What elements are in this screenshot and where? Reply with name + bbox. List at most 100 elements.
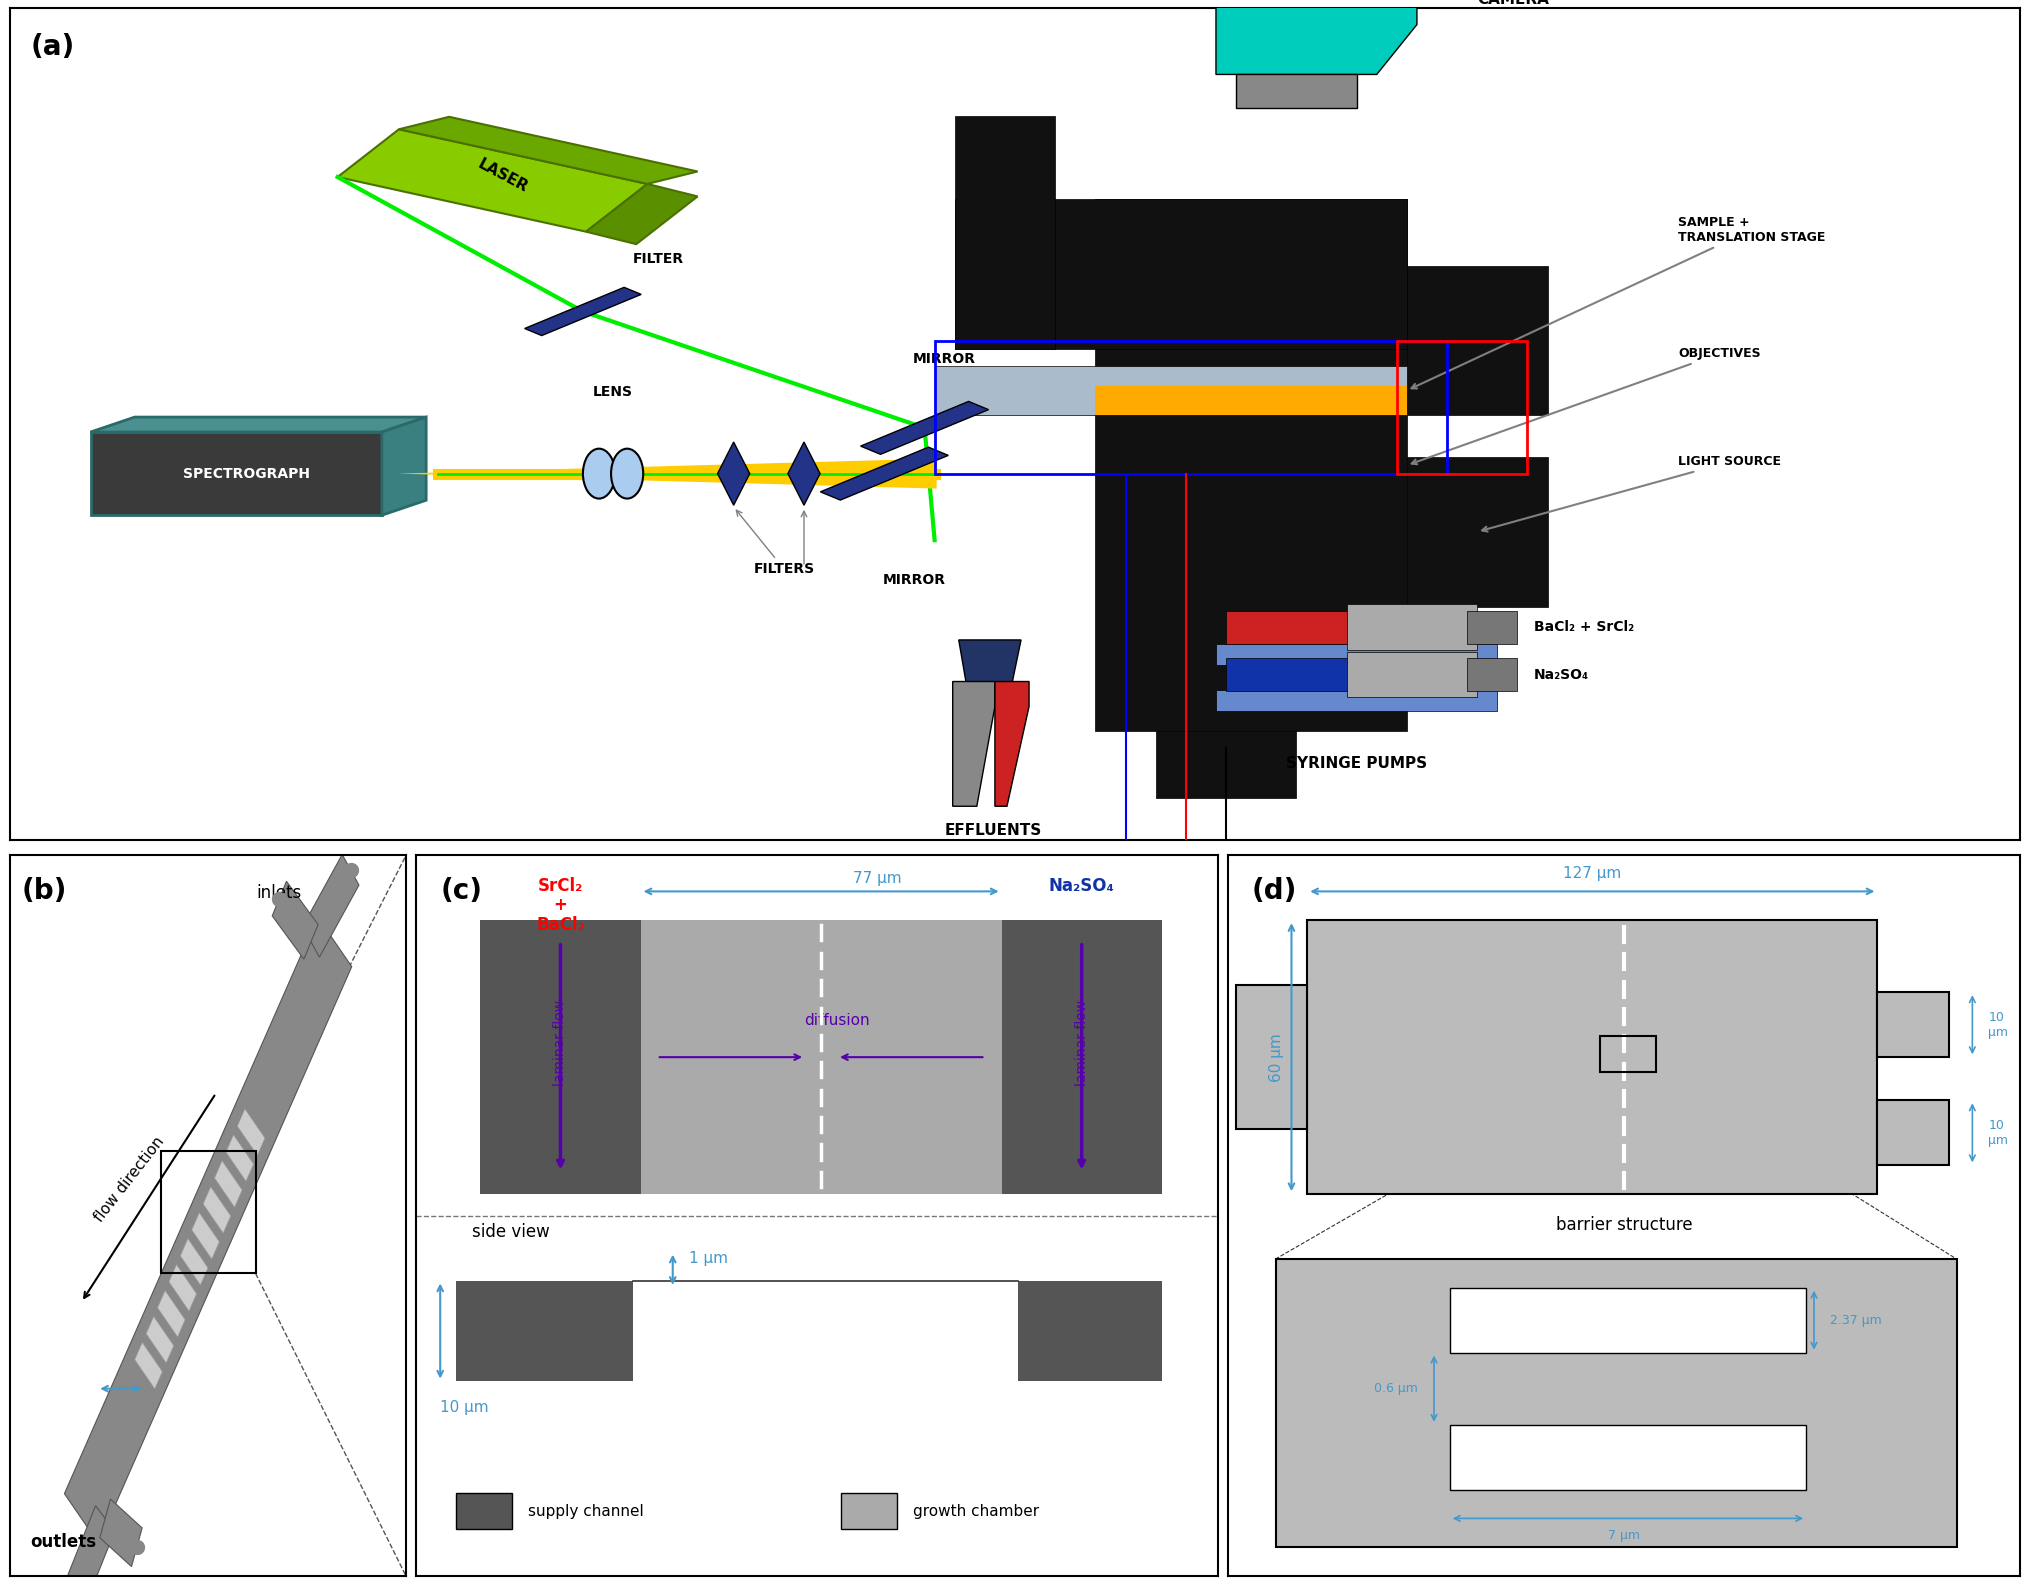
Polygon shape (954, 116, 1056, 348)
Text: inlets: inlets (256, 884, 302, 903)
Text: 127 µm: 127 µm (1563, 865, 1622, 881)
Ellipse shape (583, 448, 615, 499)
Polygon shape (91, 432, 382, 515)
Polygon shape (215, 1161, 242, 1207)
Polygon shape (954, 200, 1407, 348)
Polygon shape (934, 366, 1407, 415)
Polygon shape (65, 917, 351, 1543)
Polygon shape (134, 1342, 162, 1389)
Polygon shape (146, 1316, 175, 1362)
Text: (d): (d) (1253, 878, 1297, 904)
Text: FILTERS: FILTERS (737, 510, 814, 577)
Bar (1346, 651, 1478, 697)
Polygon shape (1407, 458, 1547, 607)
Text: barrier structure: barrier structure (1555, 1217, 1693, 1234)
Text: EFFLUENTS: EFFLUENTS (944, 824, 1041, 838)
Bar (1216, 691, 1498, 711)
Polygon shape (400, 117, 698, 184)
Polygon shape (1216, 0, 1417, 74)
Text: Na₂SO₄: Na₂SO₄ (1050, 878, 1114, 895)
Bar (481, 920, 641, 1194)
Bar (1236, 985, 1307, 1129)
Text: laminar flow: laminar flow (554, 1000, 568, 1085)
Polygon shape (238, 1109, 266, 1155)
Text: LASER: LASER (475, 157, 530, 196)
Bar (840, 1494, 897, 1529)
Bar (1878, 992, 1949, 1057)
Polygon shape (63, 1506, 116, 1584)
Polygon shape (861, 401, 989, 455)
Bar (1226, 611, 1356, 645)
Text: 60 µm: 60 µm (1269, 1033, 1283, 1082)
Bar (1226, 659, 1356, 692)
Polygon shape (272, 881, 319, 960)
Bar (1600, 1036, 1656, 1071)
Text: 10
µm: 10 µm (1987, 1118, 2008, 1147)
Text: laminar flow: laminar flow (1074, 1000, 1088, 1085)
Polygon shape (302, 854, 359, 957)
Text: CAMERA: CAMERA (1478, 0, 1549, 6)
Text: FILTER: FILTER (633, 252, 684, 266)
Polygon shape (587, 184, 698, 244)
Bar (1307, 920, 1878, 1194)
Text: SPECTROGRAPH: SPECTROGRAPH (183, 467, 311, 480)
Text: MIRROR: MIRROR (914, 352, 976, 366)
Text: 10 µm: 10 µm (441, 1400, 489, 1415)
Bar (1468, 659, 1516, 692)
Polygon shape (717, 442, 749, 505)
Text: 1 µm: 1 µm (688, 1251, 729, 1267)
Text: 7 µm: 7 µm (1608, 1529, 1640, 1543)
Text: supply channel: supply channel (528, 1503, 644, 1519)
Bar (1275, 1259, 1957, 1548)
Text: 10
µm: 10 µm (1987, 1011, 2008, 1039)
Text: 2.37 µm: 2.37 µm (1829, 1313, 1882, 1327)
Text: flow direction: flow direction (91, 1134, 166, 1224)
Bar (1236, 74, 1356, 108)
Text: LENS: LENS (593, 385, 633, 399)
Polygon shape (337, 130, 648, 231)
Polygon shape (168, 1264, 197, 1312)
Polygon shape (1096, 200, 1407, 732)
Text: SrCl₂
+
BaCl₂: SrCl₂ + BaCl₂ (536, 878, 585, 935)
Text: SAMPLE +
TRANSLATION STAGE: SAMPLE + TRANSLATION STAGE (1411, 215, 1825, 388)
Text: (a): (a) (30, 33, 75, 60)
Bar (1449, 1288, 1807, 1353)
Bar (934, 341, 1447, 474)
Bar (1449, 1424, 1807, 1489)
Polygon shape (820, 447, 948, 501)
Text: (b): (b) (22, 878, 67, 904)
Text: SYRINGE PUMPS: SYRINGE PUMPS (1287, 757, 1427, 771)
Bar (457, 1280, 633, 1381)
Bar (457, 1494, 512, 1529)
Polygon shape (788, 442, 820, 505)
Text: 77 µm: 77 µm (853, 871, 901, 887)
Polygon shape (995, 681, 1029, 806)
Bar (1878, 1101, 1949, 1166)
Polygon shape (1096, 386, 1407, 415)
Polygon shape (958, 640, 1021, 699)
Bar (641, 920, 1001, 1194)
Ellipse shape (611, 448, 644, 499)
Text: diffusion: diffusion (804, 1014, 871, 1028)
Bar (1017, 1280, 1161, 1381)
Text: side view: side view (473, 1223, 550, 1240)
Polygon shape (382, 417, 426, 515)
Polygon shape (524, 287, 641, 336)
Polygon shape (158, 1291, 185, 1337)
Text: 0.6 µm: 0.6 µm (1374, 1383, 1419, 1396)
Polygon shape (99, 1498, 142, 1567)
Polygon shape (91, 417, 426, 432)
Bar (1468, 611, 1516, 645)
Polygon shape (203, 1186, 231, 1234)
Text: Na₂SO₄: Na₂SO₄ (1533, 668, 1589, 681)
Polygon shape (181, 1239, 207, 1285)
Text: OBJECTIVES: OBJECTIVES (1411, 347, 1760, 464)
Polygon shape (398, 459, 936, 488)
Polygon shape (1155, 732, 1297, 798)
Polygon shape (191, 1213, 219, 1259)
Polygon shape (225, 1134, 254, 1182)
Polygon shape (1407, 266, 1547, 415)
Text: growth chamber: growth chamber (914, 1503, 1039, 1519)
Text: LIGHT SOURCE: LIGHT SOURCE (1482, 455, 1780, 532)
Bar (1216, 645, 1498, 665)
